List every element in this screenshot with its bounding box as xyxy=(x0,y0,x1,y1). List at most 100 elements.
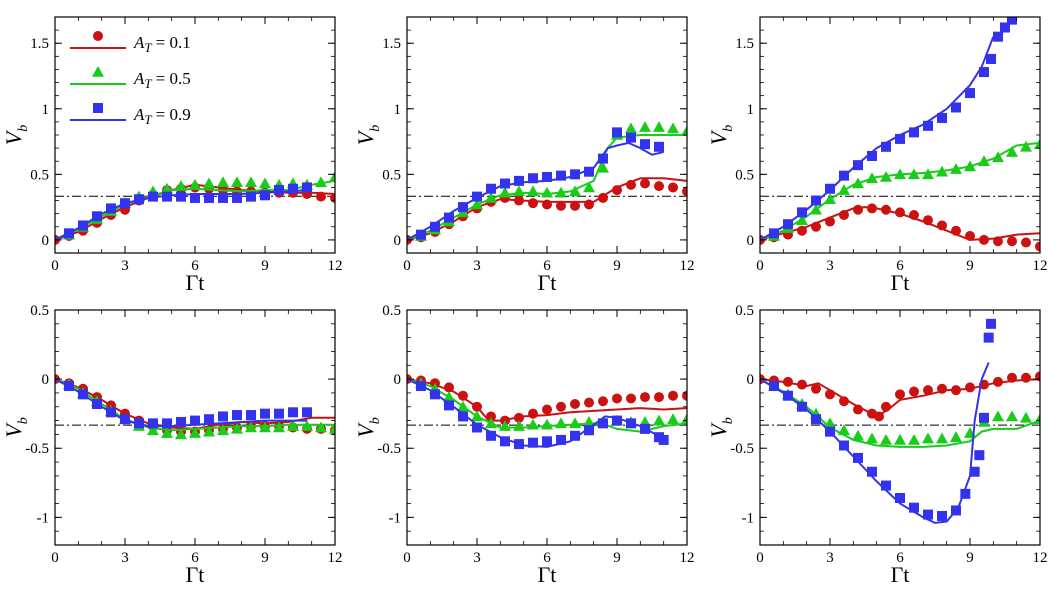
data-point xyxy=(500,436,510,447)
data-point xyxy=(274,408,284,419)
data-point xyxy=(853,204,863,215)
data-point xyxy=(993,376,1003,387)
y-tick-label: 1.5 xyxy=(30,36,49,52)
data-point xyxy=(218,192,228,203)
data-point xyxy=(658,434,669,445)
data-point xyxy=(950,431,962,442)
data-point xyxy=(120,198,130,209)
y-axis-label: Vb xyxy=(353,417,383,437)
data-point xyxy=(584,397,594,408)
data-point xyxy=(612,185,622,196)
legend-marker-2 xyxy=(92,66,104,77)
data-point xyxy=(653,414,665,426)
data-point xyxy=(866,432,878,444)
legend-label-3: AT = 0.9 xyxy=(133,105,191,127)
data-point xyxy=(922,168,934,180)
data-point xyxy=(203,425,215,437)
data-point xyxy=(1007,372,1017,383)
y-axis-label-sub: b xyxy=(721,417,736,424)
data-point xyxy=(147,424,159,436)
data-point xyxy=(64,228,74,239)
data-point xyxy=(908,168,920,180)
data-point xyxy=(838,184,850,195)
series-line-2 xyxy=(760,378,1040,448)
legend-var: A xyxy=(133,33,145,52)
data-point xyxy=(598,418,608,429)
data-point xyxy=(134,418,144,429)
data-point xyxy=(937,220,947,231)
y-axis-label-sub: b xyxy=(16,125,31,132)
data-point xyxy=(527,418,539,430)
data-point xyxy=(1021,372,1031,383)
data-point xyxy=(654,141,664,152)
data-point xyxy=(626,393,636,404)
x-tick-label: 6 xyxy=(896,550,904,566)
data-point xyxy=(682,186,687,197)
x-tick-label: 0 xyxy=(756,258,764,274)
x-tick-label: 3 xyxy=(473,258,481,274)
data-point xyxy=(569,417,581,429)
x-axis-label: Γt xyxy=(891,270,910,295)
data-point xyxy=(895,389,905,400)
legend-label-1: AT = 0.1 xyxy=(133,33,191,55)
legend-eq: = 0.9 xyxy=(156,105,191,124)
y-axis-label-var: V xyxy=(1,422,26,438)
data-point xyxy=(528,173,538,184)
data-point xyxy=(1020,411,1032,423)
data-point xyxy=(969,466,980,477)
y-axis-label-sub: b xyxy=(721,125,736,132)
data-point xyxy=(880,170,892,182)
data-point xyxy=(979,412,989,423)
data-point xyxy=(839,440,849,451)
data-point xyxy=(640,178,650,189)
x-tick-label: 9 xyxy=(966,258,974,274)
data-point xyxy=(867,203,877,214)
x-tick-label: 6 xyxy=(191,258,199,274)
data-point xyxy=(853,160,863,171)
data-point xyxy=(668,390,678,401)
data-point xyxy=(106,407,116,418)
data-point xyxy=(667,122,679,134)
data-point xyxy=(287,420,299,431)
data-point xyxy=(881,204,891,215)
y-tick-label: 1 xyxy=(747,102,755,118)
legend-sub: T xyxy=(144,76,152,91)
legend: AT = 0.1AT = 0.5AT = 0.9 xyxy=(70,31,191,127)
data-point xyxy=(315,421,327,433)
plot-area xyxy=(760,17,1040,252)
data-point xyxy=(923,215,933,226)
data-point xyxy=(769,381,779,392)
y-tick-label: 0 xyxy=(394,372,402,388)
data-point xyxy=(937,112,947,123)
data-point xyxy=(444,212,454,223)
data-point xyxy=(965,88,975,99)
data-point xyxy=(499,186,511,198)
data-point xyxy=(894,168,906,180)
data-point xyxy=(909,127,919,138)
y-tick-label: 0.5 xyxy=(382,303,401,319)
data-point xyxy=(839,396,849,407)
data-point xyxy=(514,439,524,450)
data-point xyxy=(583,181,595,193)
data-point xyxy=(162,191,172,202)
x-tick-label: 9 xyxy=(261,550,269,566)
data-point xyxy=(867,150,877,161)
data-point xyxy=(458,202,468,213)
data-point xyxy=(612,393,622,404)
x-tick-label: 3 xyxy=(121,550,129,566)
x-tick-label: 3 xyxy=(473,550,481,566)
data-point xyxy=(909,502,919,513)
data-point xyxy=(556,401,566,412)
y-tick-label: 0 xyxy=(42,233,50,249)
data-point xyxy=(839,170,849,181)
data-point xyxy=(908,433,920,445)
data-point xyxy=(960,488,971,499)
data-point xyxy=(880,433,892,445)
x-tick-label: 12 xyxy=(328,550,343,566)
y-axis-label: Vb xyxy=(1,125,31,145)
data-point xyxy=(964,160,976,172)
x-tick-label: 12 xyxy=(328,258,343,274)
data-point xyxy=(951,102,961,113)
data-point xyxy=(316,191,326,202)
y-tick-label: 1 xyxy=(42,102,50,118)
